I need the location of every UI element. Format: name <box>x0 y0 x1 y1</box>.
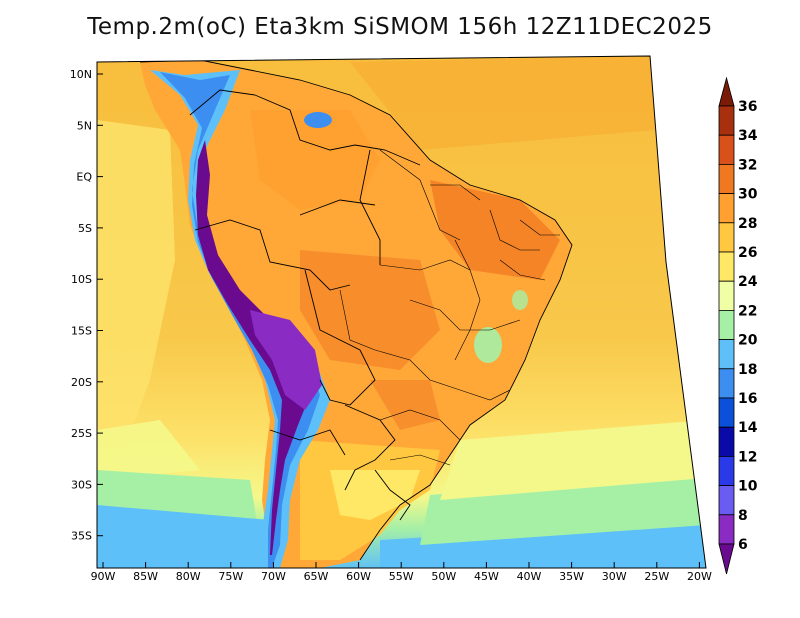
lon-tick-label: 20W <box>687 570 712 583</box>
colorbar-swatch <box>718 309 735 340</box>
colorbar-swatch <box>718 368 735 399</box>
colorbar-level-label: 32 <box>738 157 757 173</box>
guiana-highland-cool <box>304 112 332 128</box>
amazon-warm <box>250 110 380 210</box>
colorbar-level-label: 30 <box>738 187 758 203</box>
lon-tick-label: 40W <box>517 570 542 583</box>
lat-tick-label: 25S <box>71 427 92 440</box>
lon-tick-label: 45W <box>474 570 499 583</box>
andes-coldest <box>196 140 312 555</box>
lat-tick-label: 15S <box>71 325 92 338</box>
lon-tick-label: 65W <box>304 570 329 583</box>
colorbar-swatch <box>718 485 735 516</box>
altiplano-cold <box>250 310 322 410</box>
lon-tick-label: 50W <box>431 570 456 583</box>
plot-area <box>97 56 706 568</box>
north-atlantic-warm <box>350 56 655 150</box>
colorbar-level-label: 22 <box>738 303 757 319</box>
south-pacific-blue <box>97 505 270 568</box>
lat-tick-label: 30S <box>71 478 92 491</box>
colorbar-level-label: 10 <box>738 479 758 495</box>
colorbar-level-label: 14 <box>738 420 758 436</box>
colorbar-level-label: 36 <box>738 99 757 115</box>
south-cool <box>330 470 420 520</box>
south-atlantic-green <box>420 470 706 545</box>
colorbar-level-label: 18 <box>738 362 757 378</box>
lon-tick-label: 25W <box>644 570 669 583</box>
colorbar-swatch <box>718 280 735 311</box>
pacific-cooler-band <box>97 420 200 480</box>
colorbar-swatch <box>718 514 735 545</box>
central-hot <box>300 250 440 370</box>
lon-tick-label: 80W <box>176 570 201 583</box>
bahia-highland-cool <box>512 290 528 310</box>
colorbar-level-label: 16 <box>738 391 757 407</box>
colorbar-level-label: 24 <box>738 274 758 290</box>
lat-tick-label: 10N <box>70 68 92 81</box>
lat-tick-label: EQ <box>76 171 92 184</box>
colorbar-swatch <box>718 397 735 428</box>
south-atlantic-blue <box>380 520 706 568</box>
colorbar-swatch <box>718 426 735 457</box>
colorbar-swatch <box>718 251 735 282</box>
country-borders <box>139 59 573 561</box>
lat-tick-label: 35S <box>71 530 92 543</box>
plot-frame <box>96 55 707 569</box>
latitude-axis: 10N 5N EQ 5S 10S 15S 20S 25S 30S 35S <box>70 68 103 543</box>
colorbar-max-arrow <box>718 76 735 107</box>
longitude-axis: 90W 85W 80W 75W 70W 65W 60W 55W 50W 45W 40W 35W 30W 2… <box>91 562 712 583</box>
colorbar-level-label: 20 <box>738 333 758 349</box>
lon-tick-label: 75W <box>218 570 243 583</box>
minas-highland-cool <box>474 327 502 363</box>
colorbar-level-label: 28 <box>738 216 757 232</box>
map-title: Temp.2m(oC) Eta3km SiSMOM 156h 12Z11DEC2… <box>87 14 713 40</box>
lat-tick-label: 10S <box>71 273 92 286</box>
lon-tick-label: 35W <box>559 570 584 583</box>
colorbar-level-label: 34 <box>738 128 758 144</box>
lon-tick-label: 30W <box>602 570 627 583</box>
colorbar-min-arrow <box>718 543 735 575</box>
lat-tick-label: 20S <box>71 376 92 389</box>
colorbar-swatch <box>718 339 735 370</box>
lon-tick-label: 70W <box>261 570 286 583</box>
colorbar-level-label: 6 <box>738 537 748 553</box>
lon-tick-label: 55W <box>389 570 414 583</box>
colorbar-swatch <box>718 134 735 165</box>
south-atlantic-yellow <box>440 420 706 500</box>
lon-tick-label: 60W <box>346 570 371 583</box>
colorbar: 6 8 10 12 14 16 18 20 22 24 26 28 30 32 34 36 <box>718 76 758 575</box>
colorbar-swatch <box>718 455 735 486</box>
colorbar-level-label: 26 <box>738 245 757 261</box>
colorbar-swatch <box>718 193 735 224</box>
colorbar-swatch <box>718 105 735 136</box>
lon-tick-label: 90W <box>91 570 116 583</box>
lat-tick-label: 5S <box>78 222 92 235</box>
south-central-hot <box>370 380 440 430</box>
lon-tick-label: 85W <box>133 570 158 583</box>
lat-tick-label: 5N <box>77 119 92 132</box>
colorbar-level-label: 12 <box>738 449 757 465</box>
state-borders <box>339 149 560 466</box>
colorbar-level-label: 8 <box>738 508 748 524</box>
colorbar-swatch <box>718 222 735 253</box>
colorbar-swatch <box>718 163 735 194</box>
pacific-cool-band <box>97 120 175 470</box>
